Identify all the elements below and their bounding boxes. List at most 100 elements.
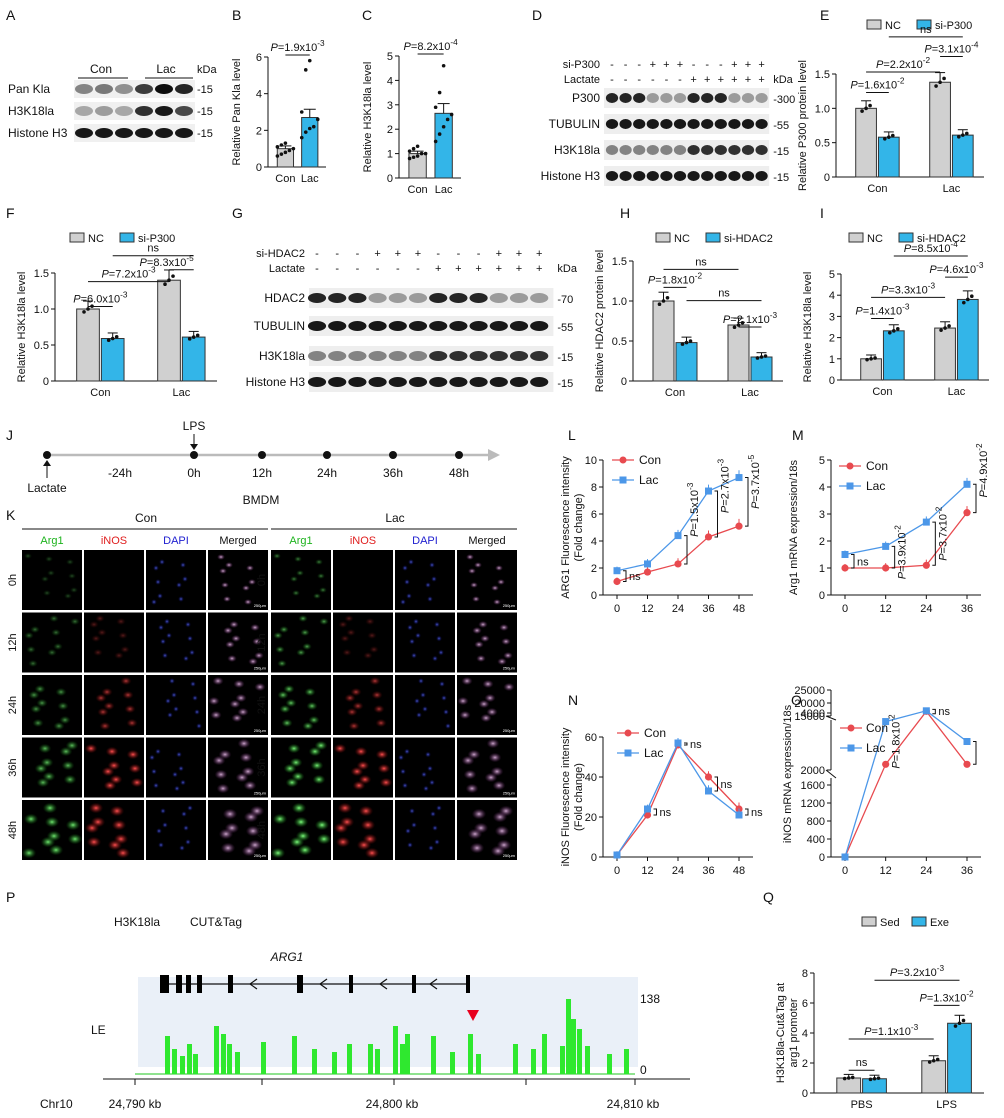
data-point: [873, 356, 877, 360]
cell: [244, 599, 252, 605]
blot-band: [605, 119, 619, 129]
coverage-peak: [221, 1034, 226, 1074]
cell: [171, 692, 177, 698]
y-axis-label: ARG1 Fluorescence intensity: [560, 456, 572, 599]
chromosome-label: Chr10: [40, 1097, 73, 1111]
cell: [21, 847, 37, 859]
blot-band: [135, 84, 153, 94]
blot-label: P300: [572, 91, 600, 105]
data-point: [688, 339, 693, 343]
blot-band: [714, 145, 727, 155]
cell: [342, 648, 352, 657]
p-value: P=3.2x10-3: [890, 964, 945, 979]
cell: [472, 596, 480, 602]
data-point: [437, 90, 442, 95]
cell: [158, 842, 164, 848]
p-value: ns: [629, 571, 641, 583]
y-tick-label: 1.5: [34, 268, 49, 280]
blot-band: [388, 321, 407, 331]
y-axis-label: Relative H3K18la level: [362, 62, 374, 173]
p-value: P=8.5x10-4: [904, 240, 959, 255]
cell: [103, 701, 115, 711]
y-tick-label: 3: [387, 100, 393, 112]
cell: [114, 651, 124, 660]
blot-band: [619, 171, 632, 181]
data-point: [291, 146, 296, 151]
p-value: ns: [147, 243, 159, 255]
cell: [317, 573, 325, 579]
cell: [289, 836, 305, 848]
cell: [273, 631, 283, 640]
data-point: [163, 282, 167, 287]
legend-label: si-P300: [138, 233, 175, 245]
cell: [333, 822, 349, 834]
cell: [285, 698, 297, 708]
cell: [438, 649, 444, 656]
treatment-sign: +: [690, 74, 696, 86]
coverage-peak: [476, 1054, 481, 1074]
data-point: [106, 338, 111, 343]
p-value: P=4.9x10-2: [975, 443, 990, 498]
treatment-sign: +: [718, 74, 724, 86]
data-point: [963, 480, 971, 488]
coverage-peak: [560, 1046, 565, 1074]
cell: [306, 701, 318, 711]
legend-label: si-HDAC2: [724, 233, 773, 245]
data-point: [888, 330, 892, 335]
p-value: P=1.5x10-3: [686, 482, 701, 537]
blot-band: [429, 293, 448, 303]
y-tick-label: 4: [829, 290, 835, 302]
coverage-peak: [624, 1049, 629, 1074]
blot-band: [449, 351, 468, 361]
y-tick-label: 20000: [794, 698, 825, 710]
cell: [375, 718, 387, 728]
cell: [28, 690, 40, 700]
cell: [367, 631, 377, 640]
series-line: [844, 710, 968, 858]
cell: [488, 752, 502, 763]
cell: [32, 718, 44, 728]
data-point: [657, 302, 662, 307]
y-tick-label: 3: [829, 311, 835, 323]
data-point: [938, 80, 942, 85]
cell: [43, 590, 51, 596]
cell: [418, 678, 424, 684]
cell: [128, 763, 142, 774]
mw-label: -15: [197, 106, 213, 118]
x-tick-label: 12: [880, 865, 892, 877]
cell: [350, 687, 362, 697]
cell: [70, 617, 80, 626]
data-point: [842, 1076, 847, 1081]
blot-band: [469, 293, 488, 303]
legend-swatch: [911, 916, 927, 927]
cell: [314, 819, 330, 831]
cell: [480, 634, 490, 643]
cell: [423, 785, 429, 792]
row-label: 0h: [256, 574, 268, 586]
micrograph: [395, 612, 455, 673]
x-tick-label: Lac: [741, 387, 759, 399]
coverage-peak: [235, 1052, 240, 1074]
blot-band: [714, 171, 727, 181]
micrograph: [84, 550, 144, 610]
series-line: [844, 710, 968, 858]
x-tick-label: 12: [880, 603, 892, 615]
treatment-sign: +: [758, 74, 764, 86]
group-label: Lac: [385, 511, 404, 525]
micrograph: [457, 550, 517, 610]
treatment-label: si-P300: [563, 59, 600, 71]
cell: [105, 746, 119, 757]
data-point: [732, 325, 737, 330]
cell: [429, 562, 435, 568]
cell: [217, 554, 225, 560]
cell: [369, 676, 381, 686]
data-point: [613, 567, 621, 575]
time-label: 24h: [317, 466, 337, 480]
scale-bar-label: 250μm: [503, 603, 516, 608]
cell: [174, 785, 180, 792]
cell: [192, 695, 198, 701]
cell: [422, 706, 428, 712]
blot-band: [95, 84, 113, 94]
cell: [414, 698, 420, 704]
cell: [468, 568, 476, 574]
